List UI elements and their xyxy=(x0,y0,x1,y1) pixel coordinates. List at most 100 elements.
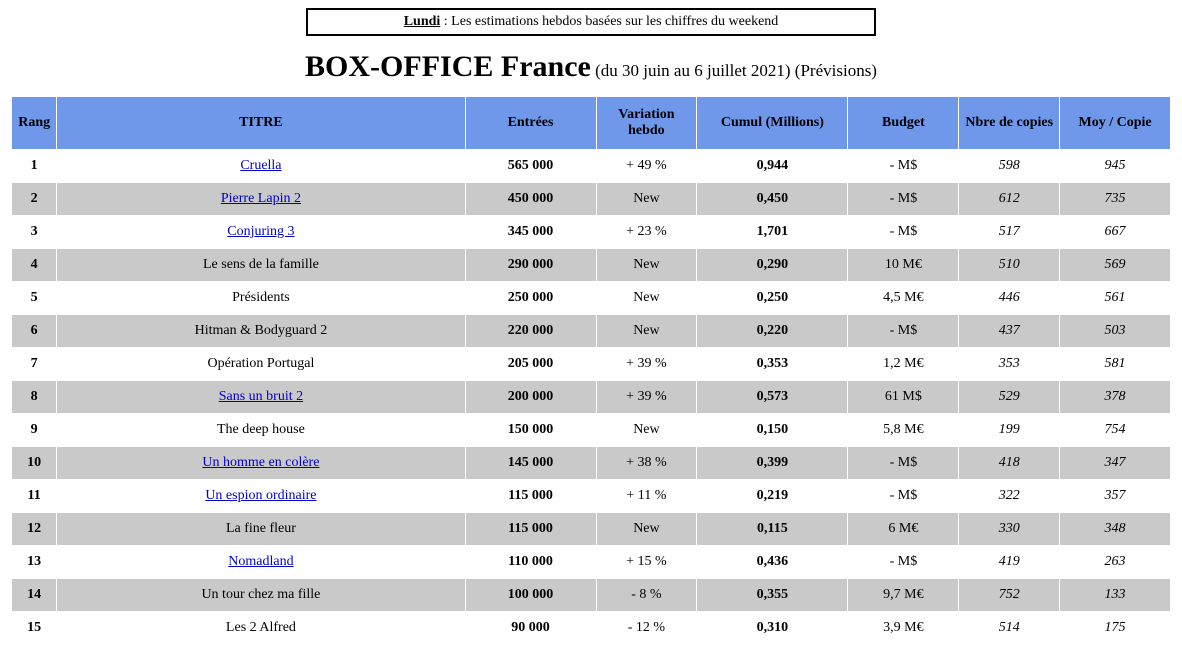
table-row: 8Sans un bruit 2200 000+ 39 %0,57361 M$5… xyxy=(12,381,1171,414)
table-row: 9The deep house150 000New0,1505,8 M€1997… xyxy=(12,414,1171,447)
cell-budget: - M$ xyxy=(848,315,959,348)
boxoffice-table: Rang TITRE Entrées Variation hebdo Cumul… xyxy=(11,96,1171,645)
table-row: 14 Un tour chez ma fille 100 000- 8 %0,355… xyxy=(12,579,1171,612)
movie-link[interactable]: Un espion ordinaire xyxy=(205,488,316,503)
cell-cumul: 0,290 xyxy=(697,249,848,282)
cell-entries: 115 000 xyxy=(465,513,596,546)
cell-copies: 199 xyxy=(959,414,1060,447)
col-header-title: TITRE xyxy=(57,97,465,150)
cell-rank: 5 xyxy=(12,282,57,315)
cell-budget: - M$ xyxy=(848,546,959,579)
cell-entries: 250 000 xyxy=(465,282,596,315)
table-row: 6Hitman & Bodyguard 2220 000New0,220- M$… xyxy=(12,315,1171,348)
cell-budget: 1,2 M€ xyxy=(848,348,959,381)
cell-moy: 378 xyxy=(1060,381,1171,414)
table-row: 12La fine fleur115 000New0,1156 M€330348 xyxy=(12,513,1171,546)
cell-budget: - M$ xyxy=(848,150,959,183)
cell-budget: - M$ xyxy=(848,480,959,513)
cell-copies: 752 xyxy=(959,579,1060,612)
cell-rank: 6 xyxy=(12,315,57,348)
cell-variation: New xyxy=(596,183,697,216)
cell-title: Les 2 Alfred xyxy=(57,612,465,645)
cell-entries: 145 000 xyxy=(465,447,596,480)
page-title: BOX-OFFICE France (du 30 juin au 6 juill… xyxy=(10,50,1172,84)
table-row: 3Conjuring 3345 000+ 23 %1,701- M$517667 xyxy=(12,216,1171,249)
table-row: 5Présidents250 000New0,2504,5 M€446561 xyxy=(12,282,1171,315)
cell-title: Sans un bruit 2 xyxy=(57,381,465,414)
cell-copies: 598 xyxy=(959,150,1060,183)
cell-variation: + 49 % xyxy=(596,150,697,183)
cell-budget: 61 M$ xyxy=(848,381,959,414)
movie-link[interactable]: Nomadland xyxy=(228,554,293,569)
movie-title: La fine fleur xyxy=(226,521,296,536)
movie-link[interactable]: Cruella xyxy=(240,158,281,173)
cell-rank: 4 xyxy=(12,249,57,282)
cell-title: Un espion ordinaire xyxy=(57,480,465,513)
movie-link[interactable]: Sans un bruit 2 xyxy=(219,389,303,404)
cell-entries: 100 000 xyxy=(465,579,596,612)
cell-budget: - M$ xyxy=(848,216,959,249)
cell-entries: 200 000 xyxy=(465,381,596,414)
cell-entries: 345 000 xyxy=(465,216,596,249)
cell-variation: + 39 % xyxy=(596,381,697,414)
cell-variation: + 11 % xyxy=(596,480,697,513)
col-header-copies: Nbre de copies xyxy=(959,97,1060,150)
cell-copies: 446 xyxy=(959,282,1060,315)
cell-entries: 565 000 xyxy=(465,150,596,183)
banner: Lundi : Les estimations hebdos basées su… xyxy=(306,8,876,36)
cell-moy: 347 xyxy=(1060,447,1171,480)
cell-copies: 510 xyxy=(959,249,1060,282)
col-header-cumul: Cumul (Millions) xyxy=(697,97,848,150)
cell-copies: 353 xyxy=(959,348,1060,381)
cell-copies: 612 xyxy=(959,183,1060,216)
cell-budget: 9,7 M€ xyxy=(848,579,959,612)
cell-budget: 4,5 M€ xyxy=(848,282,959,315)
cell-moy: 503 xyxy=(1060,315,1171,348)
cell-budget: 3,9 M€ xyxy=(848,612,959,645)
cell-variation: - 8 % xyxy=(596,579,697,612)
cell-copies: 330 xyxy=(959,513,1060,546)
cell-entries: 90 000 xyxy=(465,612,596,645)
cell-variation: New xyxy=(596,414,697,447)
cell-moy: 133 xyxy=(1060,579,1171,612)
cell-entries: 450 000 xyxy=(465,183,596,216)
movie-title: Hitman & Bodyguard 2 xyxy=(195,323,328,338)
cell-title: The deep house xyxy=(57,414,465,447)
title-sub: (du 30 juin au 6 juillet 2021) (Prévisio… xyxy=(591,61,877,80)
table-row: 15Les 2 Alfred90 000- 12 %0,3103,9 M€514… xyxy=(12,612,1171,645)
cell-variation: + 39 % xyxy=(596,348,697,381)
cell-copies: 418 xyxy=(959,447,1060,480)
movie-link[interactable]: Un homme en colère xyxy=(202,455,319,470)
cell-entries: 220 000 xyxy=(465,315,596,348)
table-header-row: Rang TITRE Entrées Variation hebdo Cumul… xyxy=(12,97,1171,150)
cell-variation: New xyxy=(596,249,697,282)
cell-copies: 514 xyxy=(959,612,1060,645)
cell-cumul: 1,701 xyxy=(697,216,848,249)
movie-link[interactable]: Conjuring 3 xyxy=(227,224,294,239)
cell-cumul: 0,353 xyxy=(697,348,848,381)
cell-variation: + 23 % xyxy=(596,216,697,249)
cell-rank: 14 xyxy=(12,579,57,612)
cell-cumul: 0,115 xyxy=(697,513,848,546)
cell-copies: 437 xyxy=(959,315,1060,348)
cell-moy: 561 xyxy=(1060,282,1171,315)
movie-title: Opération Portugal xyxy=(207,356,314,371)
cell-variation: - 12 % xyxy=(596,612,697,645)
movie-title: Un tour chez ma fille xyxy=(201,587,320,602)
cell-title: Conjuring 3 xyxy=(57,216,465,249)
cell-variation: New xyxy=(596,315,697,348)
cell-title: Pierre Lapin 2 xyxy=(57,183,465,216)
cell-cumul: 0,944 xyxy=(697,150,848,183)
cell-entries: 290 000 xyxy=(465,249,596,282)
cell-rank: 9 xyxy=(12,414,57,447)
cell-entries: 150 000 xyxy=(465,414,596,447)
cell-variation: + 15 % xyxy=(596,546,697,579)
movie-link[interactable]: Pierre Lapin 2 xyxy=(221,191,301,206)
cell-cumul: 0,219 xyxy=(697,480,848,513)
cell-rank: 12 xyxy=(12,513,57,546)
cell-copies: 322 xyxy=(959,480,1060,513)
cell-cumul: 0,355 xyxy=(697,579,848,612)
cell-entries: 115 000 xyxy=(465,480,596,513)
cell-budget: 6 M€ xyxy=(848,513,959,546)
cell-cumul: 0,399 xyxy=(697,447,848,480)
